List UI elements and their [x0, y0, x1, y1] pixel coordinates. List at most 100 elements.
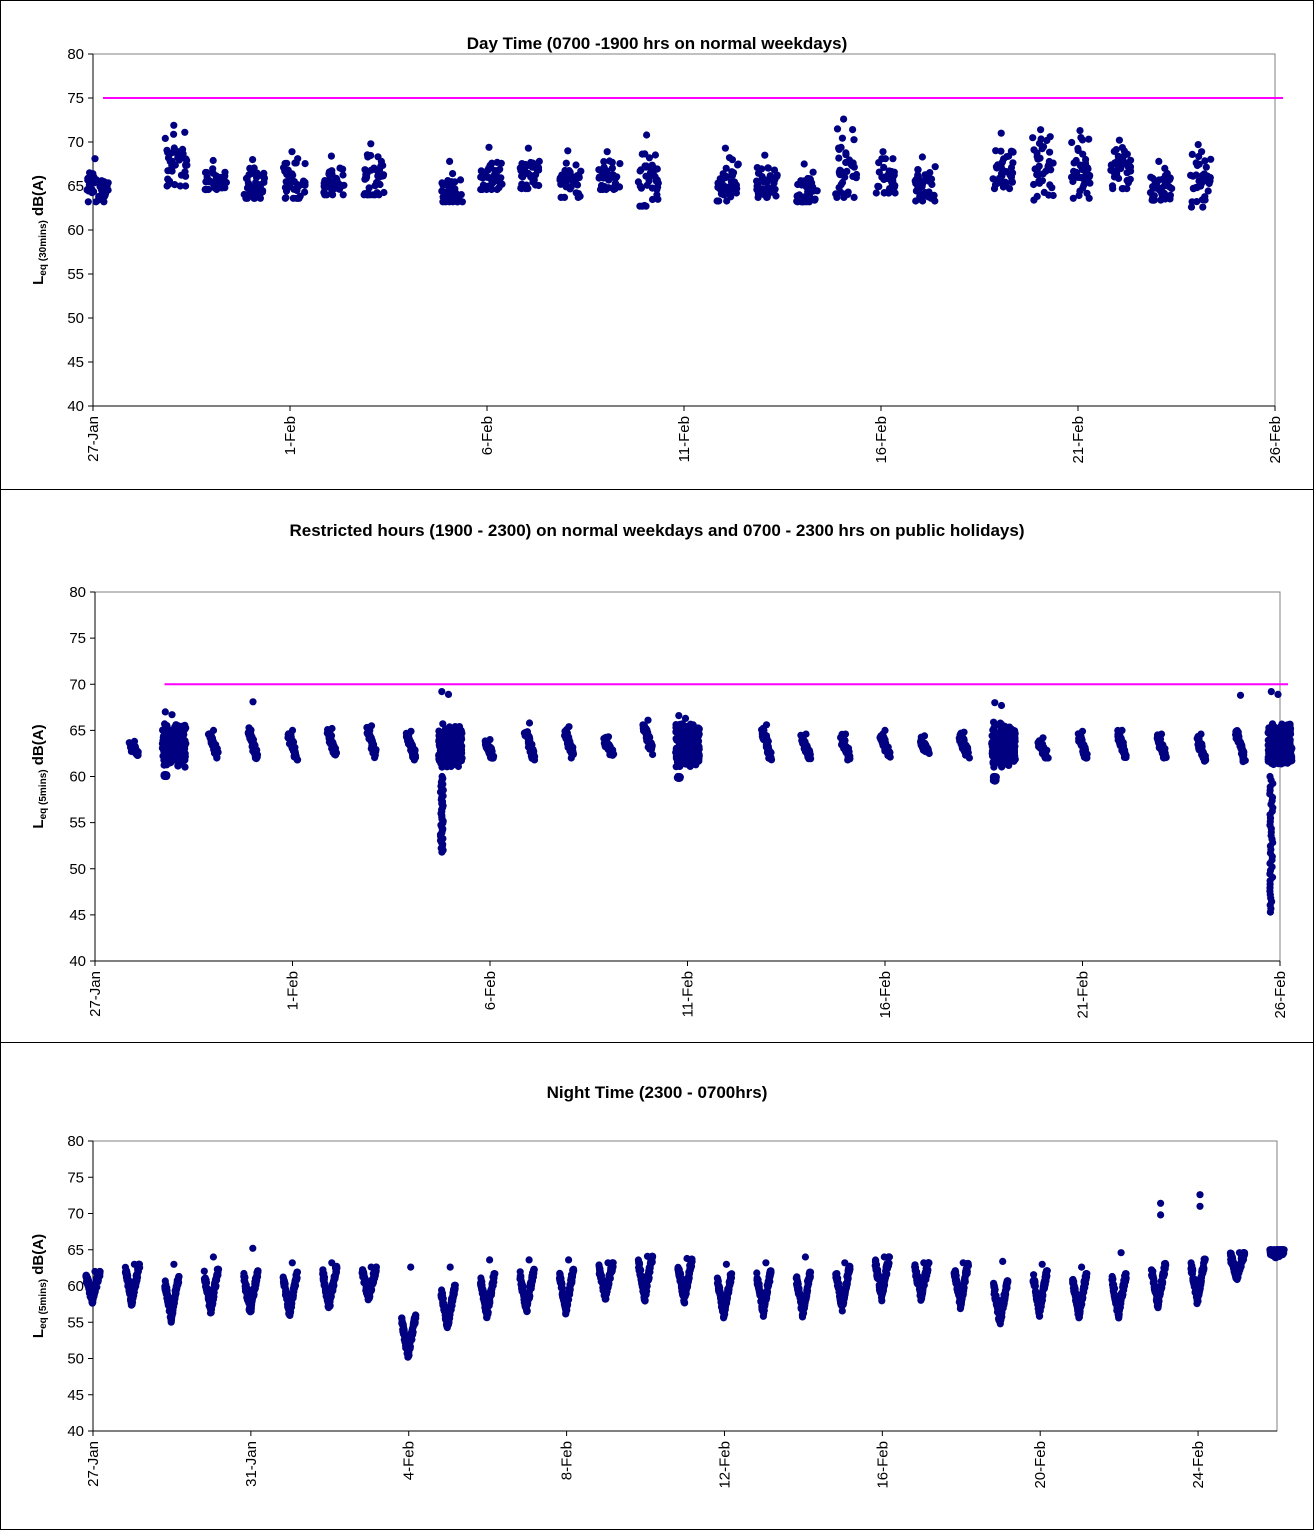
data-point: [325, 168, 333, 176]
data-point: [525, 719, 534, 727]
data-point: [997, 147, 1005, 155]
data-point: [242, 194, 250, 202]
cluster-6-Feb: [481, 736, 498, 762]
data-points: [82, 1191, 1288, 1361]
data-point: [160, 771, 168, 779]
data-point: [170, 130, 178, 138]
data-point: [1045, 157, 1053, 166]
data-point: [994, 721, 1002, 729]
data-point: [721, 144, 730, 152]
data-point: [175, 156, 183, 164]
data-point: [371, 754, 379, 762]
data-point: [88, 189, 96, 197]
data-point: [221, 168, 229, 176]
cluster-6-Feb: [477, 1256, 499, 1322]
data-point: [884, 174, 892, 182]
data-point: [990, 757, 998, 765]
cluster-27-Jan: [82, 1267, 104, 1307]
data-point: [1122, 751, 1130, 760]
data-point: [965, 754, 974, 762]
data-point: [440, 759, 448, 768]
cluster-14-Feb: [797, 730, 815, 763]
cluster-22-Feb: [1114, 726, 1130, 762]
data-point: [332, 176, 340, 184]
data-point: [1046, 148, 1054, 156]
data-point: [360, 191, 368, 199]
data-point: [448, 727, 456, 735]
data-point: [595, 174, 603, 182]
data-point: [212, 178, 221, 186]
data-point: [1200, 170, 1208, 178]
cluster-24-Feb: [1193, 730, 1210, 765]
data-point: [1264, 757, 1272, 765]
data-point: [998, 763, 1006, 771]
data-point: [1038, 145, 1046, 153]
data-point: [793, 192, 801, 200]
data-point: [605, 176, 613, 184]
data-point: [449, 170, 457, 178]
data-point: [254, 1267, 262, 1275]
data-point: [885, 751, 893, 759]
data-point: [1030, 180, 1038, 189]
data-point: [439, 198, 447, 206]
data-point: [1035, 139, 1044, 147]
data-point: [675, 712, 683, 720]
x-tick-label: 6-Feb: [479, 416, 496, 455]
cluster-17-Feb: [917, 732, 933, 758]
data-point: [339, 171, 347, 179]
cluster-20-Feb: [1034, 734, 1052, 762]
data-point: [608, 164, 617, 172]
data-point: [440, 735, 448, 743]
x-tick-label: 16-Feb: [874, 1441, 891, 1489]
data-point: [1201, 753, 1209, 761]
cluster-17-Feb: [911, 153, 939, 205]
data-point: [91, 1267, 99, 1276]
data-point: [451, 1281, 459, 1289]
data-point: [574, 190, 583, 198]
data-point: [836, 166, 844, 174]
cluster-10-Feb: [634, 131, 662, 210]
y-axis-label: Leq (5mins) dB(A): [30, 724, 49, 828]
cluster-19-Feb: [989, 129, 1017, 193]
data-point: [288, 726, 297, 734]
cluster-3-Feb: [363, 722, 380, 762]
data-point: [328, 724, 336, 733]
data-point: [1115, 136, 1123, 144]
data-point: [249, 156, 257, 164]
data-point: [491, 1270, 499, 1278]
data-point: [214, 748, 222, 756]
x-tick-label: 8-Feb: [559, 1441, 576, 1480]
data-point: [89, 170, 97, 178]
data-point: [725, 154, 734, 162]
data-point: [1155, 157, 1163, 165]
data-point: [799, 198, 808, 206]
data-point: [638, 150, 646, 158]
data-point: [643, 131, 651, 139]
data-point: [648, 161, 656, 169]
data-point: [998, 747, 1006, 755]
cluster-6-Feb: [477, 143, 506, 194]
data-point: [648, 184, 657, 192]
data-point: [1009, 754, 1017, 762]
data-point: [1004, 728, 1012, 736]
y-tick-label: 65: [67, 178, 84, 195]
data-point: [288, 148, 296, 156]
data-point: [528, 163, 536, 171]
data-point: [722, 164, 730, 172]
data-point: [1038, 177, 1046, 185]
data-point: [604, 733, 613, 741]
x-tick-label: 16-Feb: [873, 416, 890, 464]
y-axis-label: Leq (5mins) dB(A): [30, 1234, 49, 1338]
cluster-1-Feb: [280, 148, 309, 202]
data-point: [1206, 177, 1214, 185]
data-point: [1187, 203, 1196, 211]
data-point: [1068, 173, 1076, 181]
data-point: [163, 182, 171, 190]
data-point: [252, 179, 260, 187]
data-point: [1272, 746, 1280, 754]
data-point: [872, 189, 880, 197]
data-point: [1085, 194, 1093, 202]
y-tick-label: 40: [67, 1423, 84, 1440]
data-point: [928, 180, 936, 189]
data-point: [161, 728, 169, 736]
